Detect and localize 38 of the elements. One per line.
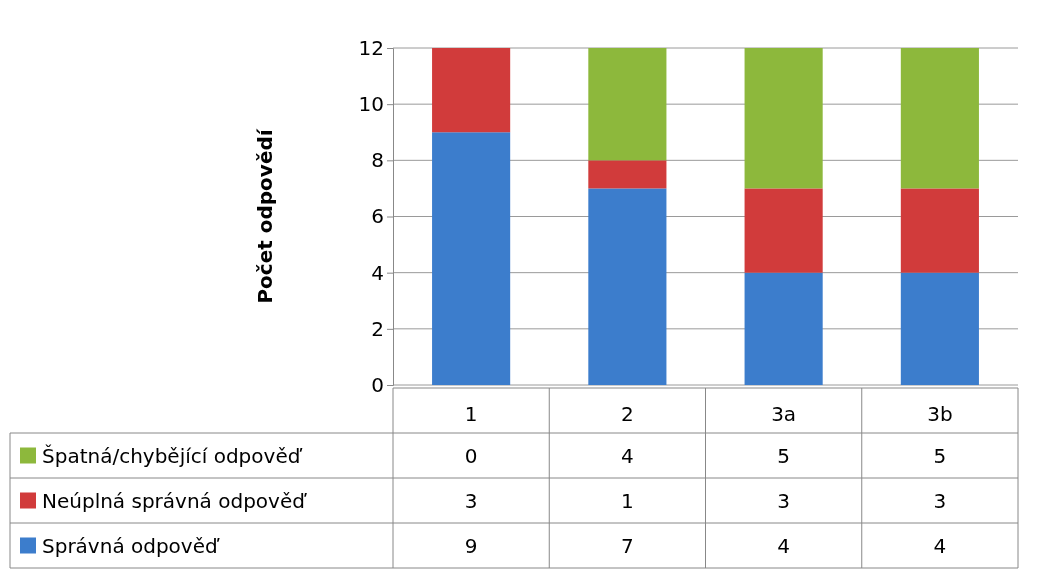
data-label: 3 — [777, 488, 790, 513]
bar — [900, 48, 979, 189]
y-tick-label: 4 — [371, 260, 384, 285]
bar — [588, 160, 667, 189]
data-label: 5 — [933, 443, 947, 468]
y-tick-label: 12 — [358, 35, 384, 60]
legend-label: Špatná/chybějící odpověď — [42, 443, 303, 468]
data-label: 4 — [621, 443, 634, 468]
legend-label: Neúplná správná odpověď — [42, 488, 308, 513]
bar — [900, 272, 979, 385]
bar — [588, 188, 667, 385]
bar — [744, 48, 823, 189]
data-label: 9 — [464, 533, 478, 558]
bar — [588, 48, 667, 161]
bar — [432, 132, 511, 385]
x-tick-label: 3a — [771, 402, 797, 426]
y-tick-label: 2 — [371, 316, 384, 341]
data-label: 3 — [464, 488, 478, 513]
bar — [432, 48, 511, 133]
x-tick-label: 3b — [927, 402, 953, 426]
bar — [744, 272, 823, 385]
x-tick-label: 1 — [464, 402, 478, 426]
data-label: 0 — [464, 443, 478, 468]
bar — [744, 188, 823, 273]
y-tick-label: 10 — [358, 92, 384, 117]
data-label: 1 — [621, 488, 634, 513]
data-label: 3 — [933, 488, 947, 513]
data-label: 4 — [933, 533, 947, 558]
y-tick-label: 8 — [371, 148, 384, 173]
data-label: 4 — [777, 533, 790, 558]
y-tick-label: 6 — [371, 204, 384, 229]
data-label: 7 — [621, 533, 634, 558]
y-axis-title: Počet odpovědí — [253, 128, 277, 304]
x-tick-label: 2 — [621, 402, 634, 426]
bar — [900, 188, 979, 273]
y-tick-label: 0 — [371, 372, 384, 397]
data-label: 5 — [777, 443, 790, 468]
legend-label: Správná odpověď — [42, 533, 220, 558]
